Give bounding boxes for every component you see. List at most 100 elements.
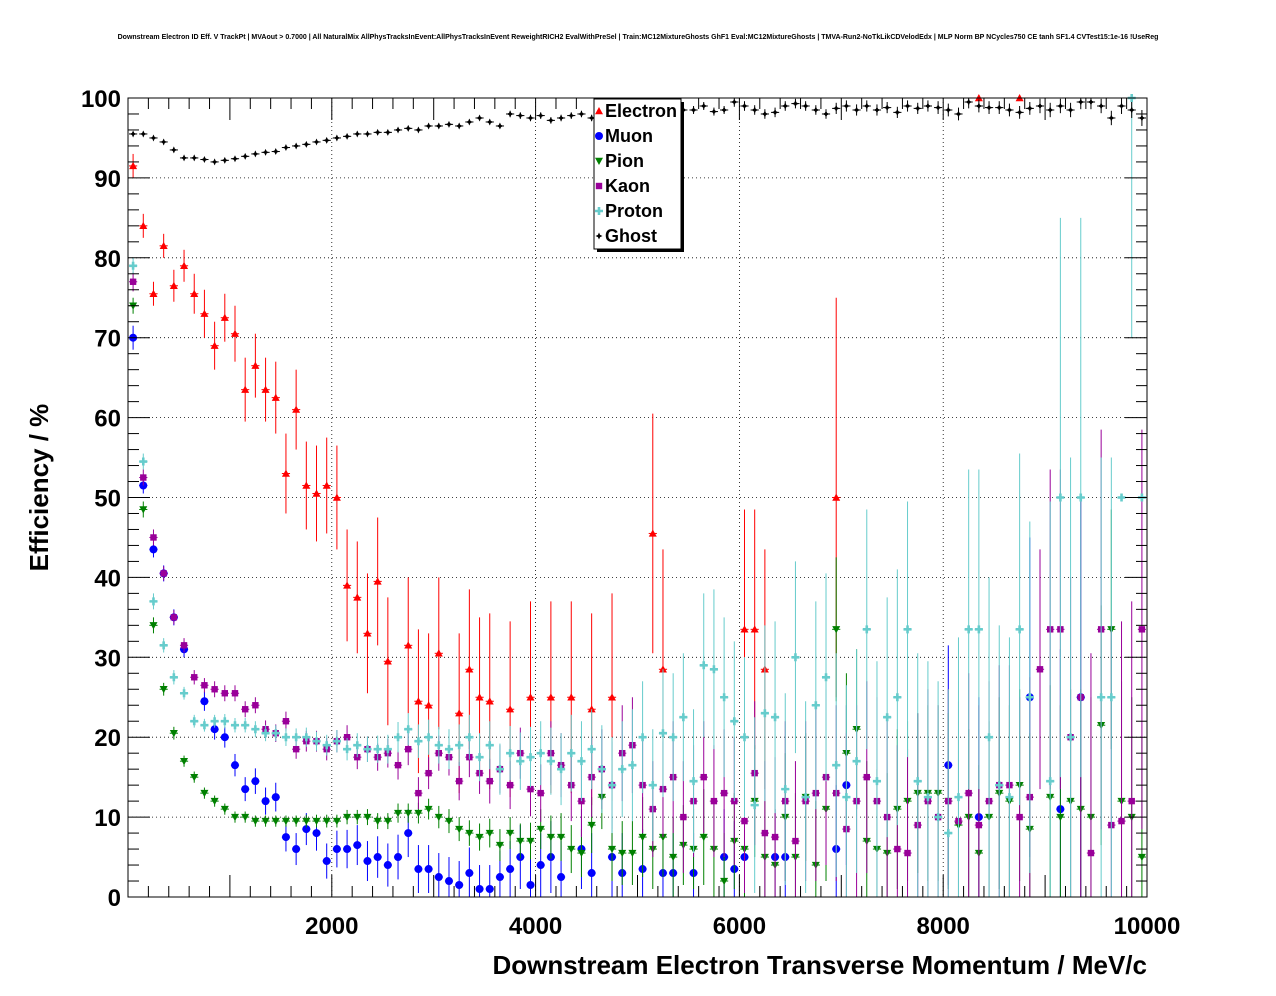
data-point-pion xyxy=(261,817,270,826)
y-tick-label: 70 xyxy=(94,326,121,353)
data-point-muon xyxy=(149,545,158,554)
data-point-proton xyxy=(475,753,484,762)
data-point-proton xyxy=(893,693,902,702)
data-point-kaon xyxy=(700,773,707,781)
data-point-ghost xyxy=(445,120,453,128)
data-point-kaon xyxy=(425,769,432,777)
x-axis-label: Downstream Electron Transverse Momentum … xyxy=(492,950,1147,980)
data-point-kaon xyxy=(160,570,167,577)
data-point-proton xyxy=(526,753,535,762)
legend-marker-pion xyxy=(595,157,603,165)
data-point-ghost xyxy=(893,108,901,116)
data-point-muon xyxy=(353,841,362,850)
data-point-proton xyxy=(363,745,372,754)
axis-ticks: 2000 4000 6000 8000 10000 0 10 20 30 40 50 60 70 80 90… xyxy=(81,86,1180,940)
data-point-pion xyxy=(230,813,239,822)
data-point-muon xyxy=(292,845,301,854)
data-point-pion xyxy=(628,849,637,858)
data-point-ghost xyxy=(812,106,820,114)
data-point-pion xyxy=(516,837,525,846)
data-point-pion xyxy=(139,506,148,514)
data-point-kaon xyxy=(506,781,514,789)
data-point-proton xyxy=(536,749,545,758)
data-point-pion xyxy=(169,730,178,738)
data-point-electron xyxy=(332,493,341,501)
data-point-kaon xyxy=(894,845,901,853)
data-point-kaon xyxy=(761,829,769,837)
data-point-muon xyxy=(200,697,209,706)
data-point-pion xyxy=(271,817,280,826)
data-point-pion xyxy=(383,817,392,826)
data-point-proton xyxy=(455,741,464,750)
data-point-pion xyxy=(414,809,423,818)
data-point-ghost xyxy=(985,104,993,112)
legend-box xyxy=(593,98,682,250)
data-point-pion xyxy=(832,626,841,634)
data-point-ghost xyxy=(231,155,239,163)
data-point-ghost xyxy=(710,108,718,116)
data-point-proton xyxy=(404,725,413,734)
data-point-pion xyxy=(1137,853,1146,862)
data-point-proton xyxy=(149,597,158,606)
data-point-muon xyxy=(332,845,341,854)
data-point-electron xyxy=(404,641,413,649)
data-point-ghost xyxy=(333,134,341,142)
y-tick-label: 30 xyxy=(94,645,121,672)
legend-marker-muon xyxy=(595,132,603,140)
data-point-electron xyxy=(373,577,382,585)
data-point-proton xyxy=(516,757,525,766)
data-point-pion xyxy=(434,813,443,822)
data-point-electron xyxy=(210,341,219,349)
data-point-pion xyxy=(465,829,474,838)
data-point-ghost xyxy=(486,118,494,126)
data-point-proton xyxy=(322,741,331,750)
data-point-proton xyxy=(995,781,1004,790)
data-point-ghost xyxy=(343,132,351,140)
data-point-pion xyxy=(1056,813,1065,822)
data-point-proton xyxy=(506,749,515,758)
data-point-ghost xyxy=(577,110,585,118)
data-point-pion xyxy=(363,813,372,822)
data-point-ghost xyxy=(802,102,810,110)
data-point-proton xyxy=(954,793,963,802)
y-tick-label: 50 xyxy=(94,486,121,513)
y-tick-label: 0 xyxy=(108,885,121,912)
data-point-pion xyxy=(281,817,290,826)
data-point-electron xyxy=(546,693,555,701)
data-point-pion xyxy=(495,841,504,850)
data-point-ghost xyxy=(781,102,789,110)
data-point-proton xyxy=(302,733,311,742)
data-point-kaon xyxy=(771,833,779,841)
data-point-muon xyxy=(322,857,331,866)
data-point-ghost xyxy=(527,114,535,122)
data-point-ghost xyxy=(944,106,952,114)
data-point-proton xyxy=(1005,793,1014,802)
data-point-proton xyxy=(740,733,749,742)
data-point-kaon xyxy=(792,837,799,845)
data-point-muon xyxy=(495,873,504,882)
y-tick-label: 90 xyxy=(94,166,121,193)
data-point-proton xyxy=(251,725,260,734)
data-point-ghost xyxy=(353,130,361,138)
data-point-ghost xyxy=(282,144,290,152)
data-point-ghost xyxy=(832,104,840,112)
data-point-kaon xyxy=(1016,813,1023,821)
data-point-ghost xyxy=(435,122,443,130)
data-point-kaon xyxy=(455,777,463,785)
data-point-electron xyxy=(271,393,280,401)
data-point-kaon xyxy=(1118,817,1125,825)
data-point-kaon xyxy=(720,789,728,797)
data-point-ghost xyxy=(914,104,922,112)
data-point-kaon xyxy=(241,706,249,713)
data-point-electron xyxy=(200,309,209,317)
data-point-kaon xyxy=(1138,626,1146,633)
data-point-muon xyxy=(424,865,433,874)
data-point-kaon xyxy=(252,702,259,709)
data-point-proton xyxy=(180,689,189,698)
data-point-ghost xyxy=(791,100,799,108)
data-point-muon xyxy=(414,865,423,874)
data-point-ghost xyxy=(404,124,412,132)
y-axis-label: Efficiency / % xyxy=(24,404,54,572)
data-point-ghost xyxy=(1118,102,1126,110)
legend-label-kaon: Kaon xyxy=(605,176,650,196)
